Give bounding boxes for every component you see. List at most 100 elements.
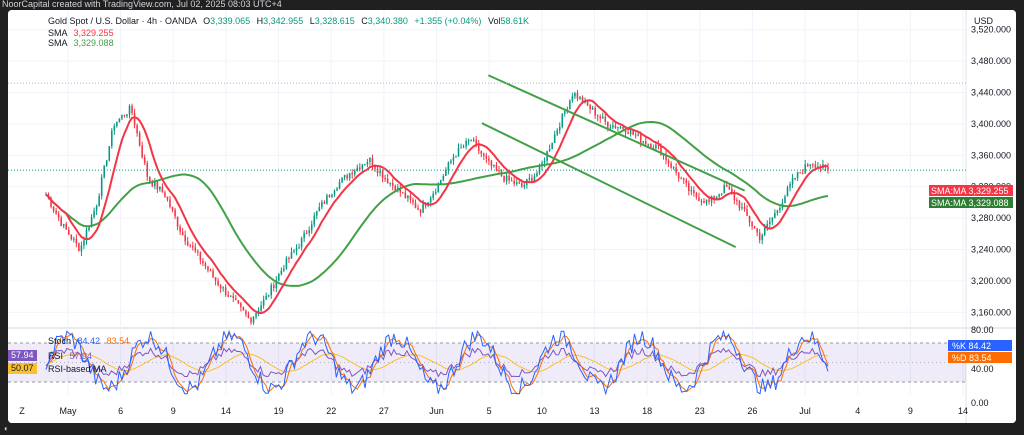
candle-body [467, 140, 470, 142]
rsi-badge: 57.94 [8, 350, 37, 361]
candle-body [437, 183, 440, 193]
osc-badge [948, 340, 1012, 351]
candle-body [260, 305, 262, 311]
candle-body [723, 185, 726, 194]
candle-body [310, 224, 313, 231]
stoch-legend[interactable]: Stoch 84.42 83.54 [48, 336, 129, 346]
candle-body [123, 115, 126, 117]
candle-body [766, 224, 769, 228]
candle-body [667, 160, 670, 164]
open-label: O [203, 16, 211, 26]
candle-body [111, 130, 113, 147]
time-tick-label: 9 [908, 406, 913, 416]
candle-body [202, 260, 204, 264]
stoch-d-value: 83.54 [106, 336, 130, 346]
time-tick-label: 9 [171, 406, 176, 416]
candle-body [270, 285, 273, 296]
candle-body [736, 200, 738, 202]
candle-body [543, 160, 546, 163]
rsi-legend[interactable]: RSI 57.94 [48, 351, 92, 361]
candle-body [207, 266, 209, 271]
candle-body [596, 115, 599, 117]
sma-fast-line [45, 99, 829, 315]
symbol-legend[interactable]: Gold Spot / U.S. Dollar · 4h · OANDA O3,… [48, 16, 529, 26]
price-tick-label: 3,160.000 [971, 307, 1011, 317]
candle-body [333, 190, 336, 195]
candle-body [191, 245, 194, 248]
candle-body [548, 149, 551, 151]
symbol-title: Gold Spot / U.S. Dollar · 4h · OANDA [48, 16, 197, 26]
candle-body [693, 190, 695, 194]
candle-body [50, 198, 52, 207]
sma-slow-label: SMA [48, 38, 68, 48]
candle-body [763, 227, 766, 236]
candle-body [645, 141, 647, 144]
candle-body [75, 238, 78, 244]
candle-body [455, 156, 457, 158]
candle-body [308, 230, 310, 234]
candle-body [619, 126, 622, 128]
candle-body [351, 173, 354, 175]
candle-body [62, 223, 65, 226]
candle-body [703, 201, 705, 203]
candle-body [569, 100, 571, 110]
candle-body [419, 209, 422, 213]
candle-body [108, 146, 111, 161]
candle-body [450, 160, 452, 163]
price-badge-label: SMA:MA 3,329.088 [931, 198, 1009, 208]
candle-body [116, 121, 118, 127]
candle-body [257, 310, 260, 313]
rsi-ma-legend[interactable]: RSI-based MA [48, 364, 107, 374]
chart-canvas[interactable]: 3,520.000 3,480.000 3,440.000 3,400.000 3,36… [8, 10, 1016, 423]
candle-body [440, 180, 442, 184]
candle-body [402, 192, 404, 194]
price-tick-label: 3,360.000 [971, 150, 1011, 160]
candle-body [305, 232, 308, 234]
volume-value: 58.61K [500, 16, 529, 26]
candle-body [364, 164, 366, 166]
candle-body [794, 178, 796, 180]
candle-body [751, 222, 753, 227]
candle-body [328, 195, 331, 197]
candle-body [366, 161, 369, 165]
candle-body [738, 201, 741, 209]
candle-body [348, 173, 351, 179]
price-tick-label: 3,200.000 [971, 276, 1011, 286]
chart-card[interactable]: 3,520.000 3,480.000 3,440.000 3,400.000 3,36… [8, 10, 1016, 423]
candle-body [652, 147, 655, 149]
candle-body [422, 202, 424, 213]
candle-body [70, 234, 73, 240]
candle-body [776, 210, 779, 213]
close-label: C [361, 16, 368, 26]
candle-body [520, 183, 523, 187]
candle-body [417, 207, 419, 210]
candle-body [179, 226, 181, 232]
candle-body [384, 178, 386, 180]
candle-body [391, 182, 394, 186]
candle-body [141, 145, 143, 158]
candle-body [477, 143, 480, 152]
candle-body [131, 105, 133, 113]
candle-body [265, 295, 267, 300]
candle-body [806, 164, 809, 167]
sma-fast-legend[interactable]: SMA 3,329.255 [48, 28, 114, 38]
rsi-value: 57.94 [69, 351, 93, 361]
candle-body [138, 133, 141, 146]
candle-body [551, 142, 553, 150]
candle-body [288, 257, 290, 259]
sma-slow-legend[interactable]: SMA 3,329.088 [48, 38, 114, 48]
candle-body [634, 134, 637, 136]
osc-tick-label: 0.00 [971, 398, 989, 408]
candle-body [159, 186, 161, 190]
candle-body [698, 197, 700, 201]
time-tick-label: Jul [799, 406, 811, 416]
candle-body [558, 126, 561, 131]
candle-body [586, 100, 589, 106]
candle-body [624, 128, 627, 133]
candle-body [657, 144, 660, 146]
candle-body [60, 217, 62, 226]
candle-body [90, 217, 93, 228]
candle-body [404, 192, 407, 199]
candle-body [627, 132, 629, 135]
candle-body [488, 158, 490, 161]
